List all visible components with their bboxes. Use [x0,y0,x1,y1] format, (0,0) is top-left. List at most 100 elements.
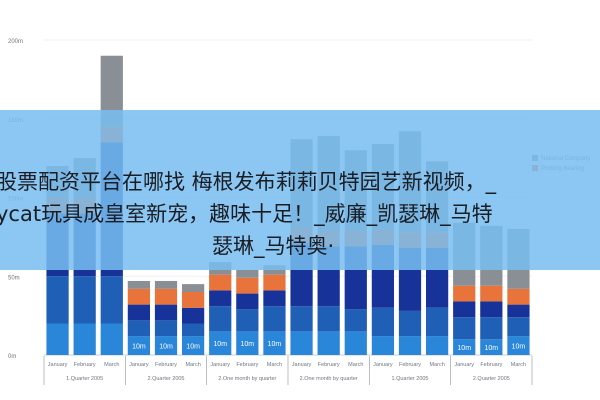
bar-segment [453,339,476,355]
bar-segment [127,336,151,355]
x-tick-label: March [348,362,363,368]
bar-segment [46,323,69,355]
x-tick-label: February [480,362,502,368]
headline-line-1: 股票配资平台在哪找 梅根发布莉莉贝特园艺新视频，_ [0,170,497,194]
bar-segment [181,323,205,337]
x-group-label: 2.Quarter 2005 [473,376,510,382]
bar-segment [480,317,503,340]
bar-value-label: 10m [457,345,471,352]
x-tick-label: March [267,362,282,368]
bar-segment [236,269,259,278]
x-tick-label: March [185,362,200,368]
y-tick-label: 0m [8,354,16,360]
bar-segment [100,55,123,127]
bar-segment [507,317,530,337]
bar-value-label: 10m [159,344,173,351]
x-tick-label: February [74,362,96,368]
bar-segment [371,307,395,337]
bar-segment [344,309,367,332]
bar-segment [317,331,340,355]
bar-segment [154,304,178,321]
bar-segment [181,284,205,292]
x-group-label: 1.Quarter 2005 [392,376,429,382]
bar-segment [73,276,96,324]
bar-segment [507,304,530,318]
bar-segment [127,280,151,289]
x-tick-label: February [155,362,177,368]
x-tick-label: January [373,362,393,368]
bar-segment [236,277,259,294]
bar-segment [453,301,476,318]
x-tick-label: February [236,362,258,368]
bar-value-label: 10m [512,344,526,351]
bar-segment [425,307,449,337]
bar-segment [127,320,151,337]
bar-segment [127,304,151,321]
x-group-label: 2.One month by quarter [218,376,276,382]
headline-line-2: ycat玩具成皇室新宠，趣味十足！_威廉_凯瑟琳_马特 [0,202,493,226]
bar-segment [507,336,530,355]
x-tick-label: March [429,362,444,368]
bar-segment [480,339,503,355]
bar-value-label: 10m [213,341,227,348]
x-axis-group-labels: 1.Quarter 2005 2.Quarter 2005 2.One month … [43,356,533,385]
bar-segment [371,336,395,355]
bar-segment [344,331,367,355]
bar-segment [127,288,151,305]
bar-segment [236,331,259,355]
x-group-label: 1.Quarter 2005 [66,376,103,382]
bar-value-labels: 10m 10m 10m 10m 10m 10m 10m 10m 10m [132,341,525,352]
x-axis-labels: January February March January February March… [48,362,526,368]
bar-segment [290,306,313,332]
bar-segment [263,331,286,355]
bar-segment [154,336,178,355]
x-tick-label: February [399,362,421,368]
bar-segment [236,309,259,332]
bar-segment [263,274,286,291]
bar-segment [290,331,313,355]
x-tick-label: January [292,362,312,368]
bar-segment [263,306,286,332]
x-tick-label: January [48,362,68,368]
headline-overlay-banner: 股票配资平台在哪找 梅根发布莉莉贝特园艺新视频，_ ycat玩具成皇室新宠，趣味… [0,110,600,270]
x-tick-label: March [104,362,119,368]
bar-segment [154,288,178,305]
bar-segment [425,336,449,355]
bar-value-label: 10m [132,344,146,351]
bar-value-label: 10m [485,345,499,352]
bar-segment [453,317,476,340]
bar-value-label: 10m [186,344,200,351]
bar-segment [181,292,205,308]
x-tick-label: January [129,362,149,368]
bar-segment [154,280,178,289]
x-tick-label: January [210,362,230,368]
bar-segment [480,285,503,302]
y-tick-label: 200m [8,39,23,45]
bar-segment [154,320,178,337]
bar-segment [507,288,530,305]
bar-segment [100,323,123,355]
x-group-label: 2.One month by quarter [300,376,358,382]
bar-segment [480,301,503,318]
bar-value-label: 10m [268,341,282,348]
bar-segment [317,306,340,332]
x-tick-label: February [318,362,340,368]
bar-segment [263,290,286,307]
bar-segment [453,285,476,302]
bar-segment [398,336,422,355]
bar-segment [209,290,232,307]
bar-value-label: 10m [241,341,255,348]
x-tick-label: March [511,362,526,368]
x-group-label: 2.Quarter 2005 [148,376,185,382]
x-tick-label: January [454,362,474,368]
bar-segment [209,306,232,332]
bar-segment [209,274,232,291]
bar-segment [236,293,259,310]
bar-segment [100,276,123,324]
bar-segment [398,310,422,337]
bar-segment [181,336,205,355]
bar-segment [73,323,96,355]
bar-segment [46,276,69,324]
bar-segment [181,307,205,324]
bar-segment [209,331,232,355]
